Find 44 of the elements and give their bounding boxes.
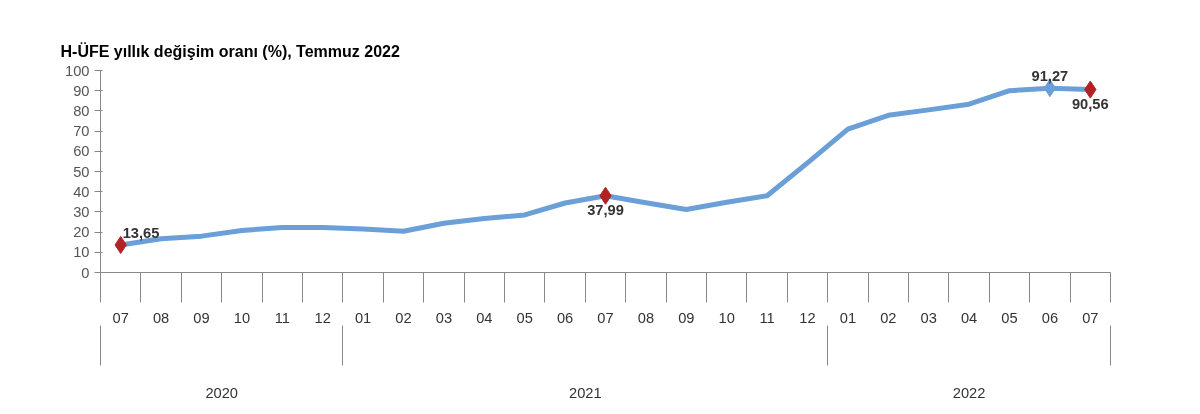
x-tick-label: 11 — [759, 309, 775, 326]
x-tick-label: 05 — [1001, 309, 1018, 326]
x-tick-label: 07 — [597, 309, 614, 326]
y-tick-label: 10 — [73, 244, 90, 261]
y-tick-label: 60 — [73, 143, 90, 160]
x-tick-label: 02 — [395, 309, 412, 326]
x-tick-label: 03 — [920, 309, 937, 326]
x-tick-label: 11 — [274, 309, 290, 326]
x-tick-label: 12 — [799, 309, 816, 326]
x-tick-label: 08 — [152, 309, 170, 326]
y-tick-label: 90 — [73, 82, 90, 99]
chart-title: H-ÜFE yıllık değişim oranı (%), Temmuz 2022 — [60, 41, 400, 60]
y-tick-label: 80 — [73, 102, 90, 119]
data-label: 91,27 — [1031, 68, 1069, 85]
y-tick-label: 0 — [81, 264, 90, 281]
y-tick-label: 40 — [73, 183, 90, 200]
x-tick-label: 10 — [718, 309, 735, 326]
x-tick-label: 02 — [880, 309, 897, 326]
x-tick-label: 10 — [233, 309, 251, 326]
x-tick-label: 01 — [354, 309, 372, 326]
y-tick-label: 100 — [65, 62, 90, 79]
text: 2021 — [569, 384, 602, 401]
y-tick-label: 70 — [73, 123, 90, 140]
x-tick-label: 06 — [556, 309, 574, 326]
text: 2020 — [205, 384, 239, 401]
data-label: 37,99 — [587, 201, 624, 218]
y-tick-label: 50 — [73, 163, 90, 180]
x-tick-label: 07 — [1082, 309, 1099, 326]
x-tick-label: 08 — [637, 309, 655, 326]
data-label: 13,65 — [122, 224, 160, 241]
text: 2022 — [952, 384, 986, 401]
x-tick-label: 09 — [678, 309, 695, 326]
data-label: 90,56 — [1071, 95, 1109, 112]
x-tick-label: 07 — [112, 309, 129, 326]
x-tick-label: 04 — [960, 309, 978, 326]
x-tick-label: 03 — [435, 309, 453, 326]
x-tick-label: 09 — [193, 309, 210, 326]
x-tick-label: 06 — [1041, 309, 1059, 326]
x-tick-label: 12 — [314, 309, 331, 326]
y-tick-label: 30 — [73, 203, 90, 220]
y-tick-label: 20 — [73, 224, 90, 241]
x-tick-label: 05 — [516, 309, 533, 326]
x-tick-label: 01 — [839, 309, 857, 326]
x-tick-label: 04 — [476, 309, 493, 326]
